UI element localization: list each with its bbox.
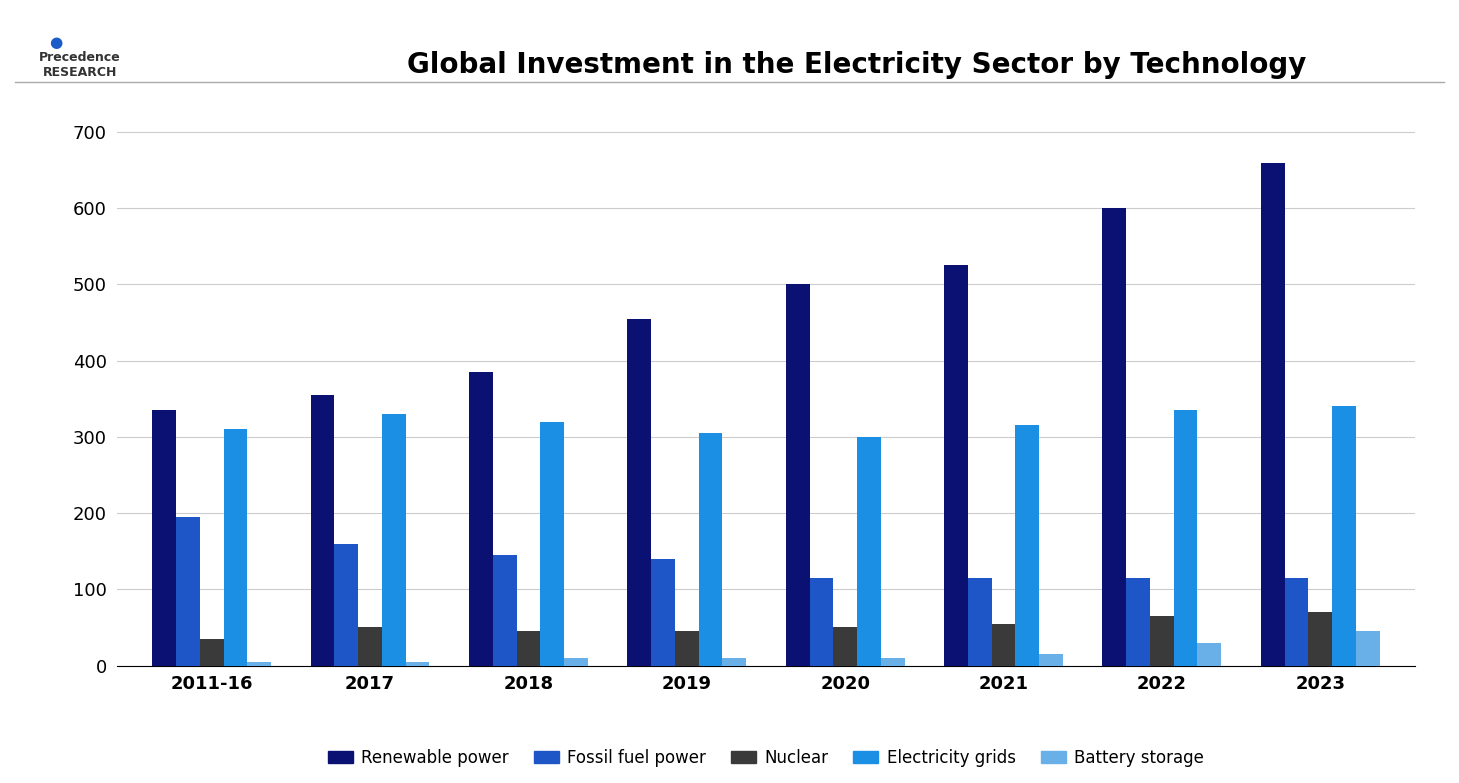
Bar (1126, 578, 1150, 666)
Bar (1309, 612, 1332, 666)
Bar (722, 658, 746, 666)
Bar (810, 578, 833, 666)
Bar (1150, 616, 1173, 666)
Bar (468, 372, 493, 666)
Bar (1355, 631, 1380, 666)
Bar (493, 555, 516, 666)
Bar (992, 623, 1015, 666)
Title: Global Investment in the Electricity Sector by Technology: Global Investment in the Electricity Sec… (407, 51, 1307, 79)
Bar (856, 437, 881, 666)
Bar (200, 639, 223, 666)
Text: ●: ● (48, 35, 63, 50)
Bar (540, 422, 565, 666)
Bar (565, 658, 588, 666)
Bar (786, 284, 810, 666)
Bar (248, 662, 271, 666)
Legend: Renewable power, Fossil fuel power, Nuclear, Electricity grids, Battery storage: Renewable power, Fossil fuel power, Nucl… (321, 742, 1211, 774)
Bar (516, 631, 540, 666)
Bar (1039, 654, 1064, 666)
Bar (1198, 643, 1221, 666)
Bar (1261, 163, 1284, 666)
Bar (676, 631, 699, 666)
Bar (223, 429, 248, 666)
Bar (334, 543, 359, 666)
Bar (311, 395, 334, 666)
Bar (359, 627, 382, 666)
Bar (1103, 208, 1126, 666)
Bar (627, 319, 651, 666)
Text: Precedence
RESEARCH: Precedence RESEARCH (39, 51, 121, 79)
Bar (944, 265, 967, 666)
Bar (382, 414, 406, 666)
Bar (1332, 406, 1355, 666)
Bar (967, 578, 992, 666)
Bar (651, 559, 676, 666)
Bar (1173, 410, 1198, 666)
Bar (881, 658, 905, 666)
Bar (1284, 578, 1309, 666)
Bar (699, 433, 722, 666)
Bar (1015, 425, 1039, 666)
Bar (406, 662, 429, 666)
Bar (177, 517, 200, 666)
Bar (152, 410, 177, 666)
Bar (833, 627, 856, 666)
